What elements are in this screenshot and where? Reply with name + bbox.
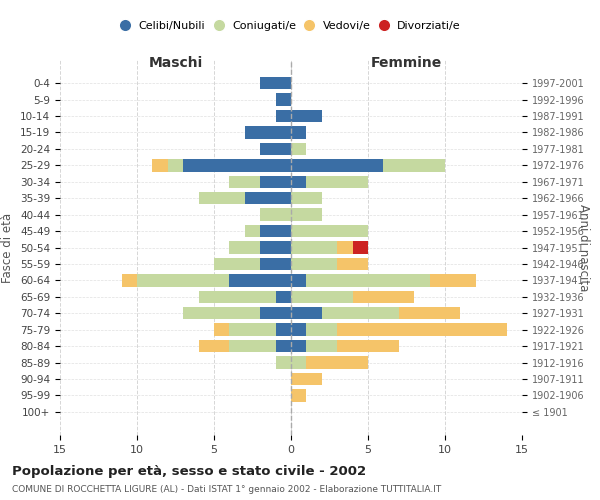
Bar: [275, 324, 291, 336]
Bar: [291, 143, 307, 155]
Bar: [260, 77, 291, 90]
Bar: [260, 208, 291, 221]
Bar: [275, 290, 291, 303]
Bar: [430, 274, 476, 286]
Bar: [337, 242, 353, 254]
Bar: [291, 258, 337, 270]
Bar: [291, 208, 322, 221]
Bar: [245, 192, 291, 204]
Bar: [260, 176, 291, 188]
Bar: [291, 356, 307, 368]
Bar: [291, 176, 307, 188]
Bar: [260, 307, 291, 320]
Bar: [137, 274, 229, 286]
Bar: [260, 225, 291, 237]
Bar: [291, 373, 322, 385]
Bar: [291, 159, 383, 172]
Bar: [337, 340, 399, 352]
Bar: [260, 258, 291, 270]
Bar: [152, 159, 168, 172]
Text: Femmine: Femmine: [371, 56, 442, 70]
Bar: [291, 242, 337, 254]
Bar: [291, 225, 368, 237]
Bar: [168, 159, 183, 172]
Text: Maschi: Maschi: [148, 56, 203, 70]
Bar: [199, 340, 229, 352]
Bar: [229, 242, 260, 254]
Bar: [337, 258, 368, 270]
Bar: [307, 176, 368, 188]
Bar: [399, 307, 460, 320]
Bar: [229, 274, 291, 286]
Bar: [291, 126, 307, 138]
Bar: [245, 126, 291, 138]
Bar: [291, 274, 307, 286]
Bar: [260, 143, 291, 155]
Bar: [291, 110, 322, 122]
Bar: [122, 274, 137, 286]
Bar: [291, 324, 307, 336]
Text: COMUNE DI ROCCHETTA LIGURE (AL) - Dati ISTAT 1° gennaio 2002 - Elaborazione TUTT: COMUNE DI ROCCHETTA LIGURE (AL) - Dati I…: [12, 485, 441, 494]
Bar: [291, 307, 322, 320]
Bar: [199, 290, 275, 303]
Y-axis label: Fasce di età: Fasce di età: [1, 212, 14, 282]
Bar: [307, 324, 337, 336]
Bar: [291, 340, 307, 352]
Bar: [353, 290, 414, 303]
Bar: [245, 225, 260, 237]
Bar: [214, 258, 260, 270]
Bar: [307, 274, 430, 286]
Bar: [307, 356, 368, 368]
Bar: [275, 94, 291, 106]
Bar: [229, 340, 275, 352]
Bar: [383, 159, 445, 172]
Bar: [275, 356, 291, 368]
Bar: [229, 324, 275, 336]
Bar: [260, 242, 291, 254]
Bar: [275, 340, 291, 352]
Text: Popolazione per età, sesso e stato civile - 2002: Popolazione per età, sesso e stato civil…: [12, 465, 366, 478]
Bar: [183, 159, 291, 172]
Bar: [214, 324, 229, 336]
Legend: Celibi/Nubili, Coniugati/e, Vedovi/e, Divorziati/e: Celibi/Nubili, Coniugati/e, Vedovi/e, Di…: [116, 17, 466, 36]
Bar: [275, 110, 291, 122]
Bar: [337, 324, 506, 336]
Bar: [229, 176, 260, 188]
Y-axis label: Anni di nascita: Anni di nascita: [577, 204, 590, 291]
Bar: [291, 389, 307, 402]
Bar: [199, 192, 245, 204]
Bar: [291, 290, 353, 303]
Bar: [322, 307, 399, 320]
Bar: [307, 340, 337, 352]
Bar: [183, 307, 260, 320]
Bar: [291, 192, 322, 204]
Bar: [353, 242, 368, 254]
